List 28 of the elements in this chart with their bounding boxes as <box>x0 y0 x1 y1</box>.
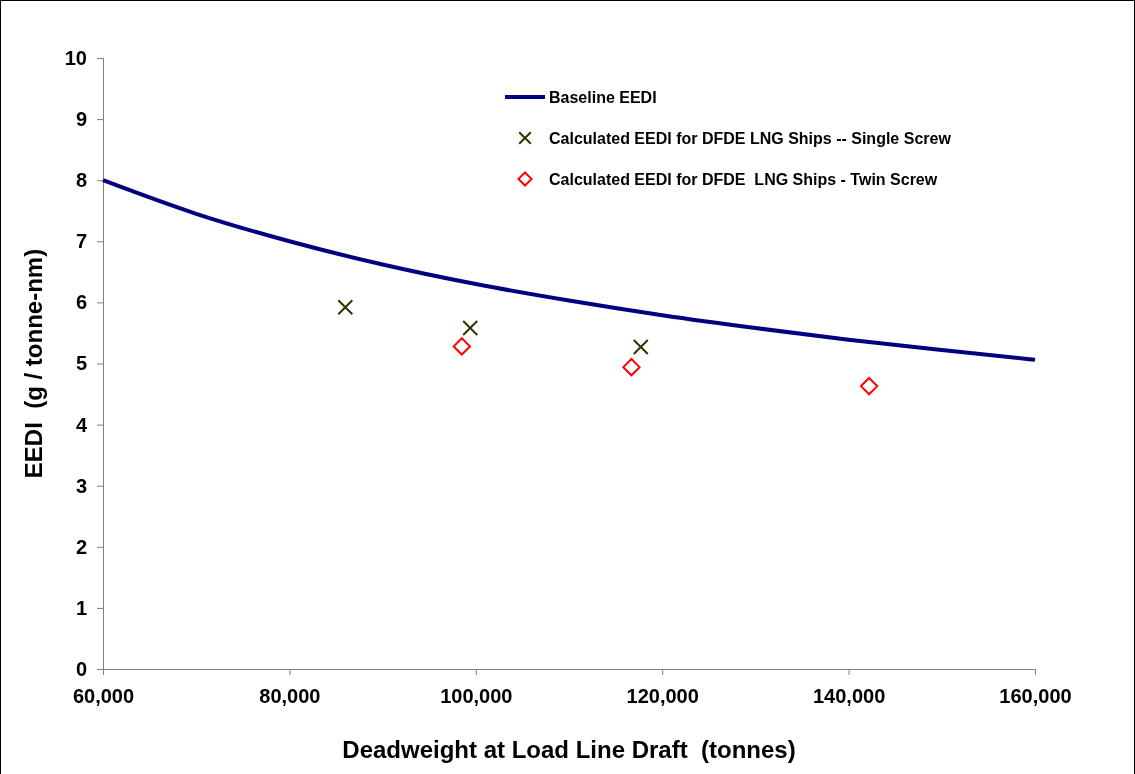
y-axis-title: EEDI (g / tonne-nm) <box>20 248 47 479</box>
legend-label: Calculated EEDI for DFDE LNG Ships - Twin Screw <box>549 170 938 188</box>
x-tick-label: 160,000 <box>999 685 1072 708</box>
y-tick-label: 1 <box>75 596 87 619</box>
y-tick-label: 6 <box>75 291 87 314</box>
y-tick-label: 4 <box>75 413 88 436</box>
x-axis-title: Deadweight at Load Line Draft (tonnes) <box>342 736 796 763</box>
point <box>452 337 471 356</box>
y-tick-label: 3 <box>75 474 87 497</box>
x-tick-label: 80,000 <box>259 685 321 708</box>
y-tick-label: 8 <box>75 169 87 192</box>
legend-label: Baseline EEDI <box>549 88 657 106</box>
y-tick-label: 7 <box>75 230 87 253</box>
x-tick-label: 120,000 <box>626 685 699 708</box>
y-tick-label: 10 <box>64 46 87 69</box>
x-tick-label: 100,000 <box>440 685 513 708</box>
y-tick-label: 2 <box>75 535 87 558</box>
legend-label: Calculated EEDI for DFDE LNG Ships -- Single Screw <box>549 129 952 147</box>
y-tick-label: 9 <box>75 108 87 130</box>
y-tick-label: 5 <box>75 352 87 375</box>
x-tick-label: 140,000 <box>812 685 886 708</box>
y-tick-label: 0 <box>75 657 87 680</box>
x-tick-label: 60,000 <box>72 685 135 708</box>
point <box>622 358 641 377</box>
point <box>462 320 479 337</box>
point <box>337 299 354 316</box>
point <box>632 338 649 356</box>
point <box>859 376 879 396</box>
